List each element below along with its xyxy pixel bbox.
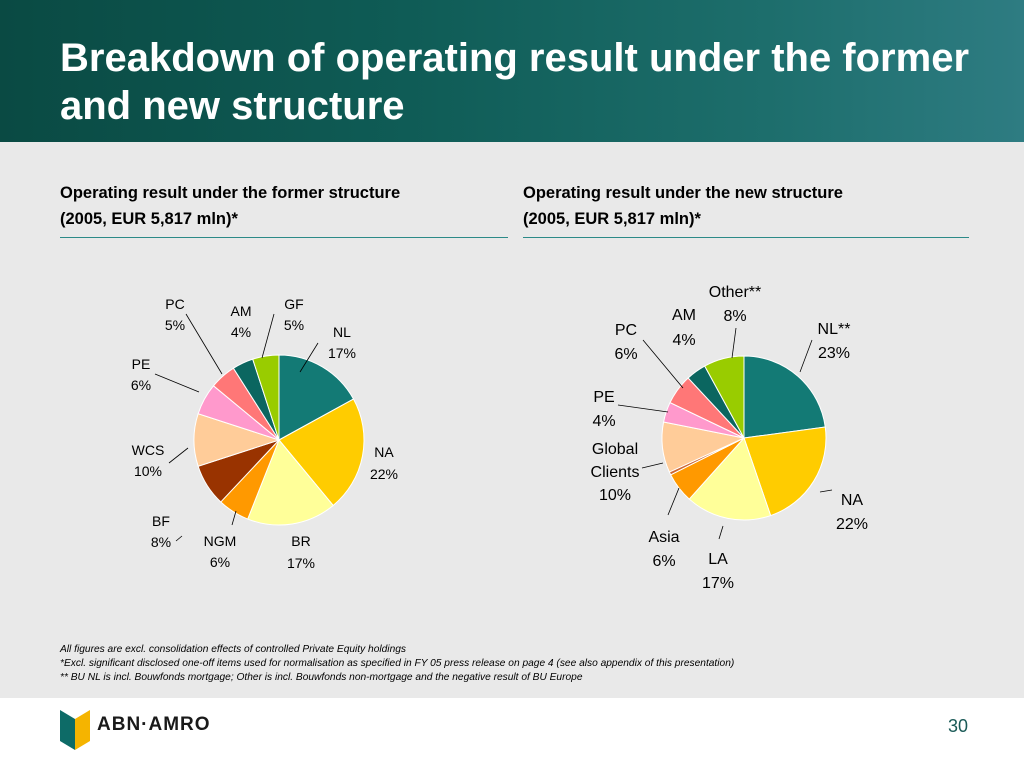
slice-value-la: 17% [702, 575, 734, 592]
leader-line-global-clients [641, 462, 664, 469]
footnotes: All figures are excl. consolidation effe… [60, 643, 960, 685]
slice-name-wcs: WCS [132, 442, 165, 458]
slice-value-asia: 6% [652, 553, 675, 570]
footnote-3: ** BU NL is incl. Bouwfonds mortgage; Ot… [60, 672, 583, 683]
slide-content [0, 142, 1024, 698]
slice-name-nl: NL [333, 324, 351, 340]
leader-line-pc [185, 313, 223, 375]
slice-name-ngm: NGM [204, 533, 237, 549]
slide-footer [0, 698, 1024, 768]
leader-line-pc [642, 339, 684, 389]
abn-amro-logo-text: ABN·AMRO [97, 714, 211, 735]
slice-name-asia: Asia [648, 529, 679, 546]
slice-name-bf: BF [152, 513, 170, 529]
pie-slice-other [704, 355, 745, 439]
slice-value-nl: 17% [328, 345, 356, 361]
slice-value-bf: 8% [151, 534, 171, 550]
new-structure-title: Operating result under the new structure… [523, 180, 969, 232]
former-title-line1: Operating result under the former struct… [60, 184, 401, 202]
slice-name-pe: PE [132, 356, 151, 372]
slice-name-na: NA [374, 444, 394, 460]
leader-line-gf [261, 313, 275, 359]
slice-name-global-clients-line1: Global [592, 441, 638, 458]
slice-value-am: 4% [231, 324, 251, 340]
new-title-line1: Operating result under the new structure [523, 184, 843, 202]
slice-value-na: 22% [370, 466, 398, 482]
new-structure-pie: NL** 23% NA 22% LA 17% Asia 6% Global Clients 10% P… [591, 284, 868, 592]
slice-value-ngm: 6% [210, 554, 230, 570]
leader-line-pe [617, 404, 669, 413]
pie-slice-nl [743, 355, 826, 439]
footnote-1: All figures are excl. consolidation effe… [60, 644, 406, 655]
slide-header: Breakdown of operating result under the … [0, 0, 1024, 142]
leader-line-na [819, 489, 833, 493]
page-number: 30 [947, 716, 968, 736]
slice-name-pc: PC [165, 296, 184, 312]
slice-value-gf: 5% [284, 317, 304, 333]
leader-line-la [718, 525, 724, 540]
leader-line-wcs [168, 447, 189, 464]
slice-name-gf: GF [284, 296, 303, 312]
pie-slice-na [278, 398, 365, 507]
slice-value-nl: 23% [818, 345, 850, 362]
slice-value-am: 4% [672, 332, 695, 349]
new-title-divider [523, 237, 969, 238]
slice-value-global-clients: 10% [599, 487, 631, 504]
slice-name-na: NA [841, 492, 864, 509]
slice-name-la: LA [708, 551, 728, 568]
leader-line-pe [154, 373, 200, 393]
slice-name-nl: NL** [818, 321, 851, 338]
leader-line-nl [799, 339, 813, 373]
new-title-line2: (2005, EUR 5,817 mln)* [523, 210, 701, 228]
slice-value-wcs: 10% [134, 463, 162, 479]
slice-name-br: BR [291, 533, 310, 549]
slice-name-global-clients-line2: Clients [591, 464, 640, 481]
slide-title: Breakdown of operating result under the … [60, 36, 970, 128]
leader-line-bf [175, 535, 183, 542]
slice-name-am: AM [672, 307, 696, 324]
abn-amro-shield-icon [60, 710, 90, 750]
slice-name-pc: PC [615, 322, 637, 339]
slice-value-pc: 5% [165, 317, 185, 333]
slice-value-pe: 4% [592, 413, 615, 430]
leader-line-asia [667, 487, 680, 516]
slice-name-am: AM [231, 303, 252, 319]
slice-name-pe: PE [593, 389, 614, 406]
pie-slice-gf [252, 354, 280, 441]
former-structure-pie: NL 17% NA 22% BR 17% NGM 6% BF 8% WCS 10% PE 6% PC 5% AM… [131, 296, 398, 571]
slice-value-pe: 6% [131, 377, 151, 393]
footnote-2: *Excl. significant disclosed one-off ite… [60, 658, 735, 669]
leader-line-other [731, 327, 737, 359]
pie-slice-nl [278, 354, 355, 441]
slice-value-br: 17% [287, 555, 315, 571]
pie-slice-br [247, 439, 334, 526]
pie-slice-na [743, 426, 827, 517]
pie-slice-la [688, 437, 772, 521]
leader-line-ngm [231, 510, 237, 526]
leader-line-nl [299, 342, 319, 373]
former-title-divider [60, 237, 508, 238]
former-title-line2: (2005, EUR 5,817 mln)* [60, 210, 238, 228]
slice-value-pc: 6% [614, 346, 637, 363]
former-structure-title: Operating result under the former struct… [60, 180, 508, 232]
slice-name-other: Other** [709, 284, 761, 301]
slice-value-na: 22% [836, 516, 868, 533]
slice-value-other: 8% [723, 308, 746, 325]
